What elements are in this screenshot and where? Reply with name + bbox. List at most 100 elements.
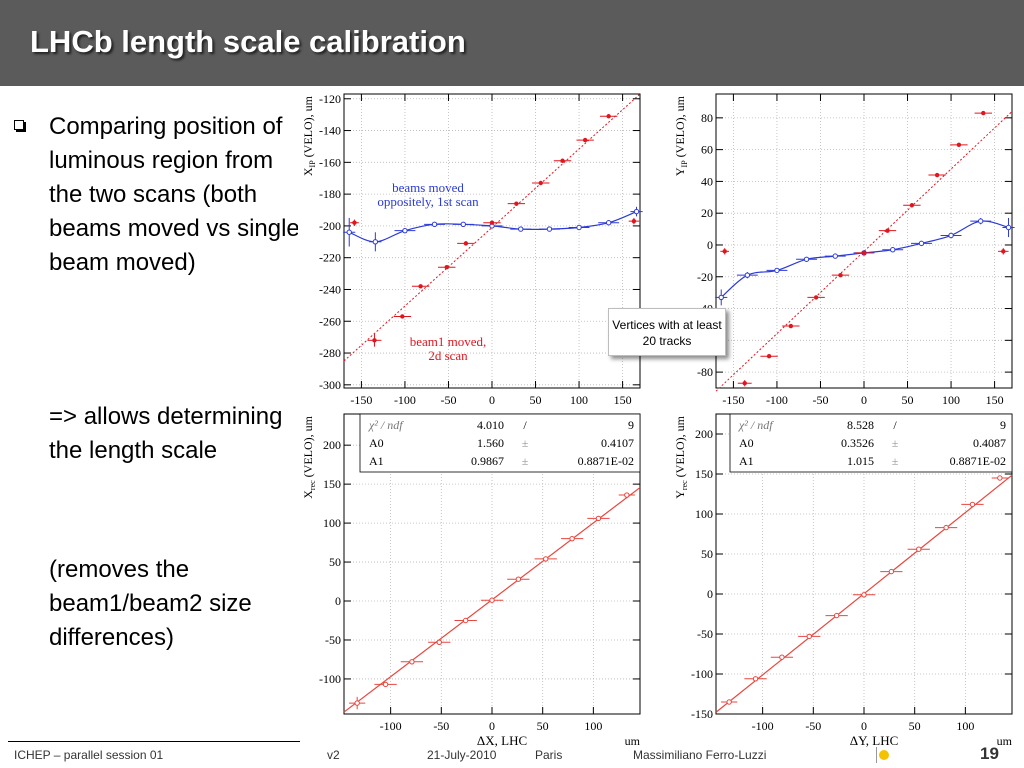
data-point [514,201,519,206]
data-point [832,253,838,259]
data-point [726,699,732,705]
x-tick-label: -50 [440,393,456,407]
series-1 [720,110,1009,387]
data-point [595,515,602,522]
stats-sep: ± [522,454,529,468]
data-point [969,501,976,508]
data-point [372,338,377,343]
data-point [400,314,405,319]
data-point [861,250,867,256]
bullet-removes: (removes the beam1/beam2 size difference… [49,556,252,651]
y-axis-title: YIP (VELO), um [673,95,689,176]
data-point [981,110,986,116]
data-point [418,284,423,289]
data-point [838,272,843,278]
data-point [997,475,1003,481]
x-tick-label: -100 [766,393,788,407]
ticks: -100 -50 0 50 100 200 150 100 50 0 -50 -100 -150 [691,414,1012,733]
data-point [515,576,522,582]
stats-box: χ² / ndf 8.528 / 9 A0 0.3526 ±0.4087 A1 1.015 ±0.… [729,413,1013,473]
grid [716,94,1012,388]
y-tick-label: 100 [323,516,341,530]
x-tick-label: 0 [861,393,867,407]
x-axis-title: ΔX, LHC [477,733,527,748]
data-point [861,592,867,598]
stats-label: A0 [739,436,754,450]
y-axis-title: XIP (VELO), um [301,95,317,176]
data-point [956,142,962,148]
footer-version: v2 [327,748,340,762]
stats-value: 8.528 [847,418,874,432]
footer-rule [8,741,300,742]
data-point [885,228,890,233]
data-point [918,240,925,247]
chart-x-rec: -100 -50 0 50 100 200 150 100 50 0 -50 -100 Xrec (VE… [301,413,641,748]
data-point [489,220,495,225]
x-tick-label: -100 [380,719,402,733]
legend-beam1-moved: 2d scan [428,348,468,363]
stats-sep: / [893,418,897,432]
stats-label: χ² / ndf [368,418,404,432]
y-axis-title: Yrec (VELO), um [673,415,689,498]
data-point [977,218,984,224]
x-unit-label: um [625,734,641,748]
x-tick-label: 50 [902,393,914,407]
y-tick-label: -200 [319,219,341,233]
data-point [803,256,810,262]
x-tick-label: 100 [956,719,974,733]
stats-box: χ² / ndf 4.010 / 9 A0 1.560 ±0.4107 A1 0.9867 ±0.… [359,413,641,473]
y-tick-label: -220 [319,251,341,265]
data-point [890,247,896,253]
data-point [582,137,588,143]
callout-box: Vertices with at least 20 tracks [608,308,726,356]
y-tick-label: 20 [701,206,713,220]
data-point [788,323,794,329]
data-point [436,639,442,646]
x-tick-label: 0 [861,719,867,733]
x-tick-label: 50 [530,393,542,407]
footer-date: 21-July-2010 [427,748,497,762]
data-point [909,203,915,208]
y-tick-label: 0 [707,587,713,601]
data-point [606,114,611,119]
stats-value: 1.015 [847,454,874,468]
bullet-comparing: Comparing position of luminous region fr… [49,113,300,276]
y-tick-label: -50 [697,627,713,641]
y-tick-label: -120 [319,92,341,106]
y-tick-label: -180 [319,187,341,201]
y-tick-label: -160 [319,155,341,169]
series-rec [721,475,1008,705]
data-point [833,612,840,619]
data-point [779,654,785,660]
data-point [742,381,747,386]
stats-value: 4.010 [477,418,504,432]
chart-y-ip: -150-100-50050100150806040200-20-40-60-8… [673,93,1015,407]
plot-x-rec: -100 -50 0 50 100 200 150 100 50 0 -50 -100 Xrec (VE… [298,408,650,748]
plot-x-ip: -150 -100 -50 0 50 100 150 -120 -140 -160 -180 -200… [298,88,650,416]
x-tick-label: -100 [752,719,774,733]
data-point [752,676,759,682]
data-point [402,227,408,234]
y-tick-label: -240 [319,282,341,296]
stats-error: 9 [628,418,634,432]
data-point [460,221,466,228]
ticks: -150 -100 -50 0 50 100 150 -120 -140 -160 -180 -200… [319,92,640,407]
series-0 [343,206,643,252]
y-tick-label: -50 [325,633,341,647]
y-tick-label: 0 [335,594,341,608]
footer-place: Paris [535,748,563,762]
stats-error: 0.8871E-02 [578,454,634,468]
data-point [409,659,415,665]
footer-dot-icon [879,750,889,760]
title-bar: LHCb length scale calibration [0,0,1024,86]
y-tick-label: 200 [695,427,713,441]
series-0 [715,217,1015,306]
stats-error: 9 [1000,418,1006,432]
stats-label: A1 [369,454,384,468]
x-tick-label: 0 [489,393,495,407]
y-tick-label: -100 [691,667,713,681]
x-tick-label: 50 [909,719,921,733]
data-point [888,568,895,575]
stats-label: A0 [369,436,384,450]
series-curve [720,220,1009,298]
